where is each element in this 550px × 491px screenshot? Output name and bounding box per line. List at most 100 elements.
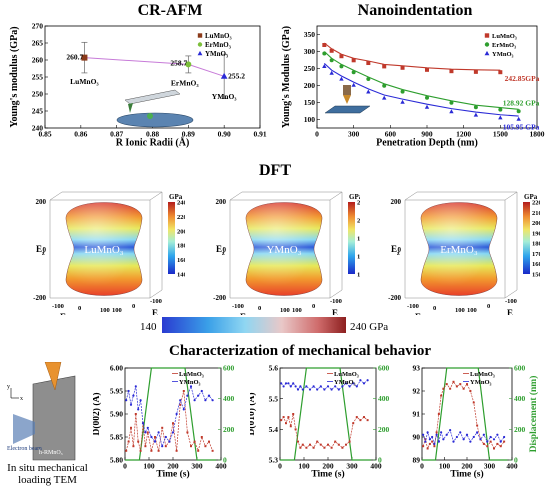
dft-panel-ymno3: YMnO₃EzExEy2000-200-10001001000-100GPa22… — [213, 191, 360, 315]
d010-chart: 0 100 200 300 400 5.3 5.4 5.5 5.6 Time (s) D(010) … — [250, 364, 390, 480]
data-point — [326, 385, 330, 388]
x-tick-label: 400 — [370, 462, 382, 471]
displacement-line — [280, 367, 372, 461]
colorbar-tick-label: 140 — [177, 272, 185, 279]
data-point — [309, 443, 311, 446]
data-point — [127, 440, 130, 443]
data-point — [400, 89, 405, 94]
data-point — [334, 385, 337, 388]
data-point — [316, 440, 319, 443]
axis-y-label: y — [7, 384, 10, 390]
data-point — [449, 69, 454, 74]
data-point — [489, 435, 492, 439]
data-point — [294, 385, 297, 388]
colorbar-tick-label: 160 — [177, 257, 185, 264]
y-tick-label: 245 — [32, 107, 44, 116]
y-tick-label: 265 — [32, 39, 44, 48]
data-point — [489, 440, 492, 443]
data-point — [351, 58, 356, 63]
x-tick-label: 900 — [421, 130, 433, 139]
data-point — [496, 442, 499, 445]
data-point — [182, 390, 185, 392]
legend-marker — [197, 50, 203, 56]
dft-colorbar-min: 140 — [140, 321, 157, 333]
end-value-label: 128.92 GPa — [503, 99, 540, 108]
y2-tick-label: 0 — [514, 456, 518, 465]
axis-label-x: E — [415, 312, 421, 315]
data-point — [182, 408, 185, 411]
sample-block — [324, 105, 371, 114]
colorbar-title: GPa — [349, 193, 360, 201]
data-point — [282, 385, 285, 388]
y-tick-label: 270 — [32, 22, 44, 31]
surface-highlight — [65, 202, 143, 296]
colorbar-tick-label: 180 — [532, 241, 540, 248]
colorbar-tick-label: 190 — [532, 230, 540, 237]
x-tick-label: 0.91 — [253, 130, 266, 139]
data-point — [351, 82, 356, 87]
series-line — [125, 385, 213, 448]
data-point — [469, 440, 472, 443]
x-axis-label: Penetration Depth (nm) — [376, 138, 478, 149]
y2-tick-label: 600 — [223, 364, 235, 373]
legend-marker — [484, 33, 490, 38]
data-point — [473, 105, 478, 110]
data-point — [455, 435, 458, 439]
x-tick-label: 0 — [123, 462, 127, 471]
data-point — [348, 440, 351, 443]
data-point — [141, 422, 145, 425]
data-point — [322, 43, 327, 47]
sample-label: h-RMnO₃ — [39, 450, 63, 456]
x-tick-label: 100 — [455, 307, 465, 314]
y-axis-label: Young's modulus (GPa) — [9, 26, 20, 127]
y-tick-label: 92 — [413, 387, 421, 396]
x-tick-label: -100 — [407, 303, 419, 310]
axis-label-z-sub: z — [222, 251, 225, 257]
data-point — [337, 443, 340, 446]
data-point — [190, 445, 192, 448]
data-point — [366, 379, 369, 382]
data-point — [400, 65, 405, 70]
x-tick-label: 0 — [315, 130, 319, 139]
data-point — [316, 388, 319, 391]
data-point — [352, 422, 355, 425]
data-point — [305, 385, 308, 388]
data-point — [329, 70, 334, 75]
data-point — [426, 431, 429, 434]
x-tick-label: 300 — [348, 130, 360, 139]
cantilever-illustration — [116, 89, 194, 128]
data-point — [499, 445, 502, 448]
colorbar-tick-label: 180 — [357, 236, 360, 243]
point-value-label: 255.2 — [228, 71, 245, 80]
end-value-label: 105.95 GPa — [503, 122, 540, 131]
y-tick-label: 89 — [413, 456, 421, 465]
data-point — [366, 61, 371, 66]
data-point — [440, 394, 443, 397]
data-point — [445, 383, 448, 386]
y2-tick-label: 0 — [223, 456, 227, 465]
y-tick-label: 93 — [413, 364, 421, 373]
data-point — [137, 408, 140, 411]
data-point — [503, 440, 506, 443]
y-tick-label: 5.95 — [110, 387, 123, 396]
dft-colorbar — [162, 317, 346, 333]
data-point — [455, 385, 458, 388]
y-axis-label: Young's Modulus (GPa) — [281, 26, 292, 128]
colorbar-tick-label: 240 — [177, 200, 185, 207]
data-point — [308, 388, 312, 391]
y2-tick-label: 600 — [514, 364, 526, 373]
data-point — [366, 419, 369, 422]
data-point — [440, 431, 443, 434]
crafm-chart: 0.85 0.86 0.87 0.88 0.89 0.90 0.91 240 245 250 255… — [9, 22, 267, 149]
z-tick-label: 0 — [43, 246, 47, 254]
y2-axis-label: Displacement (nm) — [528, 376, 539, 453]
colorbar-title: GPa — [524, 193, 538, 201]
nanoindentation-chart: 0 300 600 900 1200 1500 1800 100 150 200 250 300 350… — [281, 25, 545, 149]
y-tick-label: 5.5 — [269, 394, 279, 403]
colorbar-tick-label: 220 — [177, 214, 185, 221]
axis-x-label: x — [20, 396, 23, 402]
stage-disc — [116, 112, 194, 128]
data-point — [297, 440, 299, 443]
data-point — [422, 433, 425, 436]
